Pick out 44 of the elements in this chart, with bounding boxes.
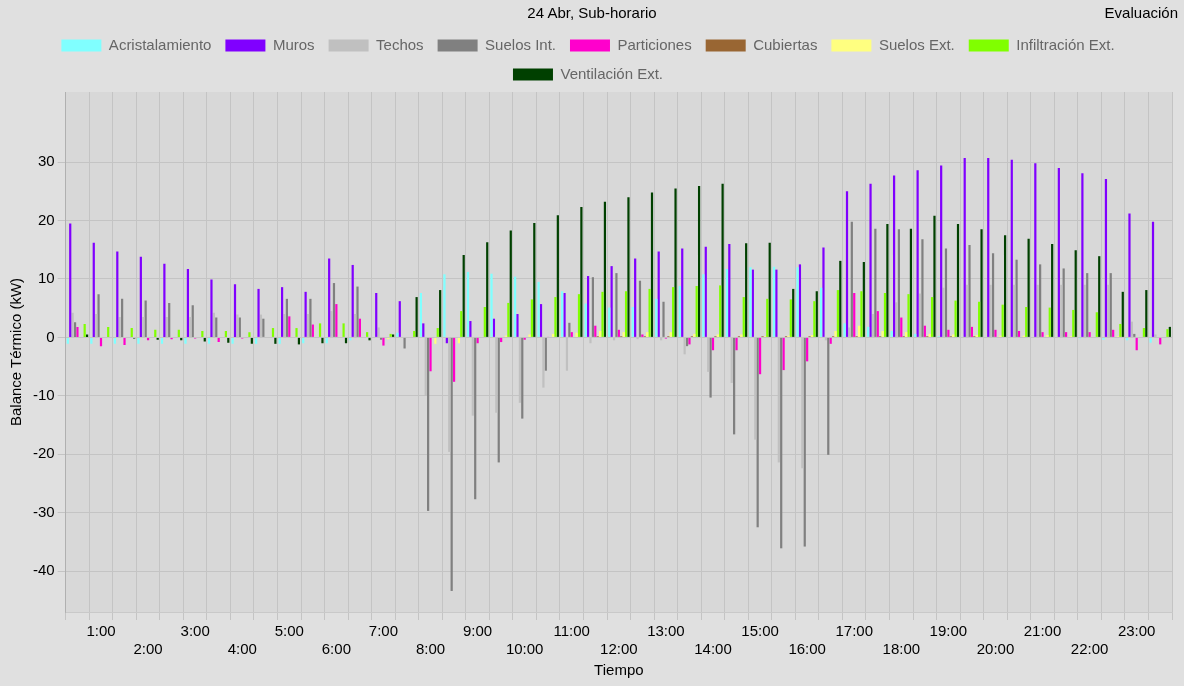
x-tick-label: 15:00 — [741, 622, 779, 640]
x-tick-label: 4:00 — [227, 640, 257, 658]
x-tick-label: 17:00 — [835, 622, 873, 640]
x-tick-label: 23:00 — [1117, 622, 1156, 640]
x-axis-title: Tiempo — [594, 661, 644, 679]
chart-title: 24 Abr, Sub-horario — [527, 4, 657, 21]
x-tick-label: 3:00 — [180, 622, 210, 640]
x-tick-label: 14:00 — [694, 640, 732, 658]
x-tick-label: 19:00 — [929, 622, 968, 640]
y-tick-label: 0 — [46, 327, 55, 345]
y-tick-label: 30 — [37, 152, 55, 170]
x-tick-label: 9:00 — [463, 622, 493, 640]
y-tick-label: -30 — [32, 502, 55, 520]
legend-label: Particiones — [617, 35, 692, 53]
legend-label: Ventilación Ext. — [560, 64, 664, 82]
y-tick-label: -10 — [32, 385, 55, 403]
x-tick-label: 7:00 — [368, 622, 399, 640]
legend-label: Acristalamiento — [108, 35, 212, 53]
y-axis-title: Balance Térmico (kW) — [7, 277, 25, 427]
y-tick-label: -20 — [32, 444, 55, 462]
x-tick-label: 11:00 — [553, 622, 590, 640]
x-tick-label: 21:00 — [1023, 622, 1062, 640]
legend-label: Suelos Int. — [485, 35, 556, 53]
x-tick-label: 12:00 — [600, 640, 638, 658]
legend-label: Muros — [272, 35, 315, 53]
y-tick-label: -40 — [32, 561, 55, 579]
x-tick-label: 10:00 — [505, 640, 544, 658]
y-tick-label: 10 — [37, 269, 55, 287]
x-tick-label: 5:00 — [274, 622, 304, 640]
x-tick-label: 2:00 — [133, 640, 163, 658]
x-tick-label: 6:00 — [321, 640, 351, 658]
x-tick-label: 13:00 — [647, 622, 685, 640]
x-tick-label: 22:00 — [1070, 640, 1109, 658]
x-tick-label: 1:00 — [86, 622, 116, 640]
x-tick-label: 8:00 — [415, 640, 446, 658]
x-tick-label: 20:00 — [976, 640, 1015, 658]
y-tick-label: 20 — [37, 210, 55, 228]
legend-label: Cubiertas — [753, 35, 818, 53]
x-tick-label: 18:00 — [882, 640, 921, 658]
text: Evaluación — [1104, 4, 1178, 21]
legend-label: Suelos Ext. — [878, 35, 955, 53]
legend-label: Infiltración Ext. — [1016, 35, 1115, 53]
legend-label: Techos — [376, 35, 424, 53]
x-tick-label: 16:00 — [788, 640, 826, 658]
